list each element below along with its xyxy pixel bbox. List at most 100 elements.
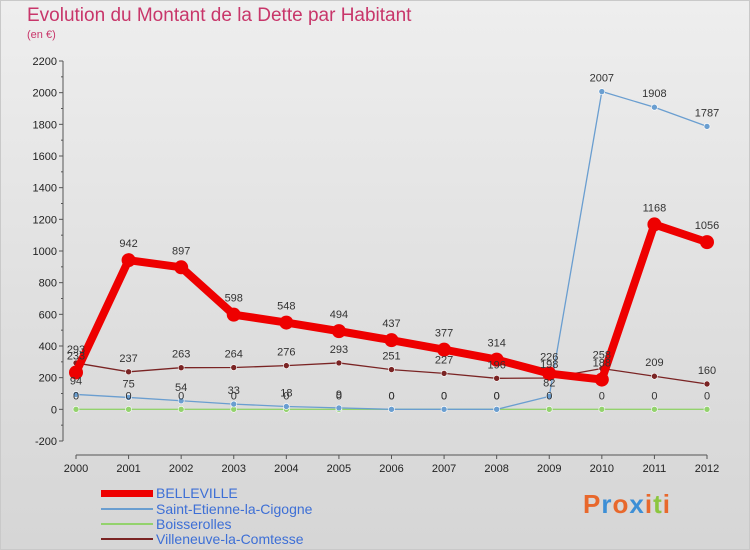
data-point-boisserolles: [703, 406, 711, 413]
data-point-saint-etienne-la-cigogne: [440, 406, 448, 413]
data-point-belleville: [69, 365, 83, 380]
data-point-villeneuve-la-comtesse: [230, 364, 238, 371]
legend-swatch-saint-etienne-la-cigogne: [101, 508, 153, 510]
data-label-belleville: 377: [435, 328, 453, 340]
data-point-boisserolles: [598, 406, 606, 413]
logo-letter: x: [629, 489, 645, 519]
x-tick-label: 2006: [379, 463, 403, 475]
data-label-belleville: 437: [382, 318, 400, 330]
data-label-villeneuve-la-comtesse: 263: [172, 349, 190, 361]
data-point-villeneuve-la-comtesse: [651, 372, 658, 380]
data-label-saint-etienne-la-cigogne: 75: [122, 378, 134, 390]
data-label-saint-etienne-la-cigogne: 0: [388, 390, 394, 402]
data-label-boisserolles: 0: [388, 390, 394, 402]
y-tick-label: 2000: [33, 88, 57, 100]
data-label-saint-etienne-la-cigogne: 94: [70, 375, 82, 387]
data-label-villeneuve-la-comtesse: 293: [67, 344, 85, 356]
data-label-villeneuve-la-comtesse: 209: [645, 357, 663, 369]
data-point-belleville: [700, 235, 714, 250]
data-point-belleville: [279, 315, 294, 330]
data-label-boisserolles: 0: [336, 390, 342, 402]
chart-subtitle: (en €): [27, 29, 56, 41]
y-tick-label: 200: [39, 373, 57, 385]
legend-label-belleville: BELLEVILLE: [156, 485, 238, 501]
data-point-villeneuve-la-comtesse: [335, 359, 343, 367]
data-label-belleville: 314: [487, 338, 505, 350]
data-label-villeneuve-la-comtesse: 293: [330, 344, 348, 356]
data-label-saint-etienne-la-cigogne: 82: [543, 377, 555, 389]
data-point-boisserolles: [651, 406, 658, 413]
logo-letter: o: [612, 489, 630, 519]
y-tick-label: 1400: [33, 183, 57, 195]
legend-label-villeneuve-la-comtesse: Villeneuve-la-Comtesse: [156, 531, 304, 547]
legend-swatch-belleville: [101, 490, 153, 497]
x-tick-label: 2012: [695, 463, 719, 475]
y-tick-label: 2200: [33, 56, 57, 68]
logo-letter: r: [601, 489, 613, 519]
data-label-villeneuve-la-comtesse: 160: [698, 365, 716, 377]
data-point-villeneuve-la-comtesse: [125, 368, 132, 376]
data-label-belleville: 233: [67, 350, 85, 362]
data-label-belleville: 1056: [695, 220, 719, 232]
data-label-belleville: 226: [540, 352, 558, 364]
data-point-belleville: [384, 333, 399, 348]
data-point-belleville: [647, 217, 662, 232]
data-label-villeneuve-la-comtesse: 196: [487, 359, 505, 371]
data-point-saint-etienne-la-cigogne: [125, 394, 132, 401]
data-label-belleville: 897: [172, 245, 190, 257]
data-label-boisserolles: 0: [494, 390, 500, 402]
y-tick-label: 1800: [33, 119, 57, 131]
data-point-saint-etienne-la-cigogne: [493, 406, 500, 413]
legend-swatch-villeneuve-la-comtesse: [101, 538, 153, 540]
data-point-villeneuve-la-comtesse: [440, 370, 448, 377]
data-point-belleville: [542, 366, 557, 381]
x-tick-label: 2009: [537, 463, 561, 475]
data-label-belleville: 548: [277, 301, 295, 313]
x-tick-label: 2010: [590, 463, 614, 475]
x-tick-label: 2001: [116, 463, 140, 475]
logo-letter: i: [662, 489, 671, 519]
data-point-saint-etienne-la-cigogne: [545, 393, 553, 400]
x-tick-label: 2003: [222, 463, 246, 475]
data-point-villeneuve-la-comtesse: [388, 366, 395, 373]
data-point-belleville: [594, 372, 609, 387]
data-label-villeneuve-la-comtesse: 276: [277, 347, 295, 359]
y-tick-label: -200: [35, 436, 57, 448]
data-point-saint-etienne-la-cigogne: [177, 397, 185, 405]
data-point-belleville: [121, 253, 136, 268]
data-point-villeneuve-la-comtesse: [703, 380, 711, 388]
logo-letter: i: [644, 489, 654, 519]
chart-title: Evolution du Montant de la Dette par Hab…: [27, 5, 412, 26]
data-point-belleville: [489, 352, 504, 367]
data-label-saint-etienne-la-cigogne: 54: [175, 382, 187, 394]
data-label-saint-etienne-la-cigogne: 18: [280, 387, 292, 399]
y-tick-label: 0: [51, 404, 57, 416]
series-line-villeneuve-la-comtesse: [75, 362, 708, 385]
data-point-saint-etienne-la-cigogne: [230, 400, 238, 408]
data-label-villeneuve-la-comtesse: 251: [382, 351, 400, 363]
y-tick-label: 1200: [33, 214, 57, 226]
legend-swatch-boisserolles: [101, 523, 153, 525]
x-tick-label: 2007: [432, 463, 456, 475]
data-label-villeneuve-la-comtesse: 198: [540, 359, 558, 371]
data-point-saint-etienne-la-cigogne: [703, 123, 711, 130]
data-point-boisserolles: [125, 406, 132, 413]
data-label-boisserolles: 0: [178, 390, 184, 402]
data-point-saint-etienne-la-cigogne: [283, 403, 290, 410]
logo-letter: t: [653, 489, 663, 519]
data-label-belleville: 494: [330, 309, 348, 321]
data-label-boisserolles: 0: [283, 390, 289, 402]
x-tick-label: 2008: [484, 463, 508, 475]
legend-label-saint-etienne-la-cigogne: Saint-Etienne-la-Cigogne: [156, 501, 313, 517]
data-label-boisserolles: 0: [651, 390, 657, 402]
data-label-boisserolles: 0: [546, 390, 552, 402]
x-tick-label: 2002: [169, 463, 193, 475]
data-label-saint-etienne-la-cigogne: 0: [494, 390, 500, 402]
data-label-belleville: 1168: [643, 202, 667, 214]
x-tick-label: 2005: [327, 463, 351, 475]
data-label-belleville: 188: [593, 358, 611, 370]
data-label-boisserolles: 0: [231, 390, 237, 402]
logo-letter: P: [583, 489, 602, 519]
data-label-saint-etienne-la-cigogne: 1908: [642, 88, 666, 100]
